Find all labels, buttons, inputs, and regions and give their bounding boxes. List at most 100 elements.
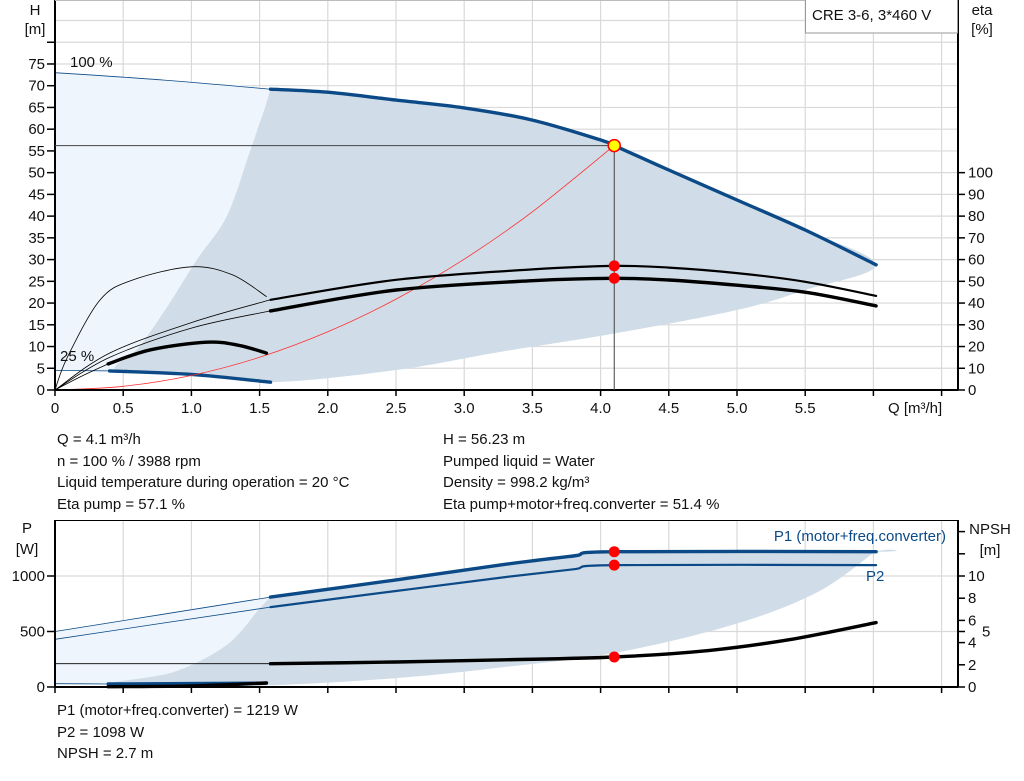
y2-tick-label: 40 — [968, 295, 985, 312]
npsh-marker — [608, 651, 620, 663]
npsh-axis-unit: [m] — [980, 542, 1001, 559]
power-info: P1 (motor+freq.converter) = 1219 W P2 = … — [57, 700, 298, 765]
npsh-curve-thick — [268, 620, 878, 666]
x-tick-label: 0.5 — [113, 400, 134, 417]
head-value: H = 56.23 m — [443, 431, 526, 448]
y2-tick-label: 0 — [968, 679, 976, 696]
eta-pump-marker — [608, 260, 620, 272]
y-tick-label: 20 — [28, 295, 45, 312]
y2-tick-label: 50 — [968, 273, 985, 290]
y-tick-label: 40 — [28, 208, 45, 225]
duty-info-left: Q = 4.1 m³/h n = 100 % / 3988 rpm Liquid… — [57, 429, 349, 515]
eta-curve-thin — [54, 299, 271, 391]
x-tick-label: 5.0 — [727, 400, 748, 417]
x-tick-label: 0 — [51, 400, 59, 417]
p-curve-medium — [269, 563, 878, 609]
eta-axis-unit: [%] — [971, 21, 993, 38]
chart-title: CRE 3-6, 3*460 V — [812, 7, 931, 24]
y-tick-label: 55 — [28, 143, 45, 160]
operating-range-area — [114, 89, 877, 383]
duty-point-marker — [607, 138, 621, 153]
density-value: Density = 998.2 kg/m³ — [443, 474, 590, 491]
eta-pump-value: Eta pump = 57.1 % — [57, 495, 185, 513]
p2-marker — [608, 559, 620, 571]
h-curve-system — [54, 145, 615, 391]
p-curve-thin — [54, 596, 271, 632]
y2-tick-label: 5 — [982, 624, 990, 641]
p2-value: P2 = 1098 W — [57, 723, 145, 741]
eta-curve-thin — [54, 363, 109, 391]
h-curve-thin — [54, 72, 271, 90]
liquid-temperature-value: Liquid temperature during operation = 20… — [57, 474, 350, 491]
y2-tick-label: 0 — [968, 382, 976, 399]
extended-range-area — [55, 595, 285, 685]
y-tick-label: 500 — [20, 624, 45, 641]
x-tick-label: 3.0 — [454, 400, 475, 417]
y-tick-label: 15 — [28, 317, 45, 334]
y2-tick-label: 30 — [968, 317, 985, 334]
title-box — [805, 0, 958, 34]
y-tick-label: 65 — [28, 99, 45, 116]
extended-range-area — [55, 72, 278, 373]
p1-value: P1 (motor+freq.converter) = 1219 W — [57, 702, 298, 719]
h-curve-thick — [107, 369, 273, 384]
eta-axis-label: eta — [972, 2, 994, 19]
h-curve-thin — [54, 370, 110, 372]
y2-tick-label: 90 — [968, 186, 985, 203]
x-tick-label: 5.5 — [795, 400, 816, 417]
y-tick-label: 25 — [28, 273, 45, 290]
y2-tick-label: 4 — [968, 635, 976, 652]
operating-range-area — [113, 549, 897, 686]
y2-tick-label: 60 — [968, 252, 985, 269]
speed-value: n = 100 % / 3988 rpm — [57, 452, 201, 470]
p-axis-label: P — [22, 520, 32, 537]
eta-curve-thick — [106, 340, 269, 366]
y-tick-label: 45 — [28, 186, 45, 203]
y2-tick-label: 2 — [968, 657, 976, 674]
eta-curve-thin — [54, 310, 271, 391]
eta-curve-thin — [54, 266, 267, 391]
h-curve-thick — [268, 87, 878, 267]
y-tick-label: 1000 — [12, 568, 45, 585]
npsh-axis-label: NPSH — [969, 521, 1011, 538]
y-tick-label: 70 — [28, 78, 45, 95]
x-tick-label: 3.5 — [522, 400, 543, 417]
duty-info-right: H = 56.23 m Pumped liquid = Water Densit… — [443, 429, 719, 515]
curve-label-25: 25 % — [60, 348, 94, 365]
y2-tick-label: 10 — [968, 360, 985, 377]
p-curve-thin — [54, 606, 271, 640]
p-curve-thick — [268, 549, 878, 599]
y-tick-label: 35 — [28, 230, 45, 247]
y2-tick-label: 70 — [968, 230, 985, 247]
eta-total-marker — [608, 272, 620, 284]
y2-tick-label: 80 — [968, 208, 985, 225]
y2-tick-label: 8 — [968, 590, 976, 607]
p2-series-label: P2 — [866, 568, 884, 585]
y-tick-label: 0 — [37, 679, 45, 696]
y-tick-label: 10 — [28, 339, 45, 356]
x-tick-label: 4.0 — [590, 400, 611, 417]
y-tick-label: 50 — [28, 165, 45, 182]
y-tick-label: 0 — [37, 382, 45, 399]
pumped-liquid-value: Pumped liquid = Water — [443, 452, 595, 470]
flow-value: Q = 4.1 m³/h — [57, 431, 141, 448]
p1-marker — [608, 546, 620, 558]
npsh-value: NPSH = 2.7 m — [57, 745, 154, 762]
x-tick-label: 2.5 — [386, 400, 407, 417]
y2-tick-label: 20 — [968, 339, 985, 356]
x-tick-label: 1.0 — [181, 400, 202, 417]
x-tick-label: 2.0 — [317, 400, 338, 417]
x-tick-label: 1.5 — [249, 400, 270, 417]
y2-tick-label: 100 — [968, 165, 993, 182]
p-axis-unit: [W] — [16, 541, 39, 558]
y-tick-label: 75 — [28, 56, 45, 73]
eta-total-value: Eta pump+motor+freq.converter = 51.4 % — [443, 495, 720, 513]
y-tick-label: 30 — [28, 252, 45, 269]
h-axis-unit: [m] — [25, 21, 46, 38]
x-tick-label: 4.5 — [658, 400, 679, 417]
q-axis-label: Q [m³/h] — [888, 400, 942, 417]
y-tick-label: 60 — [28, 121, 45, 138]
curve-label-100: 100 % — [70, 54, 113, 71]
p1-series-label: P1 (motor+freq.converter) — [774, 528, 946, 545]
